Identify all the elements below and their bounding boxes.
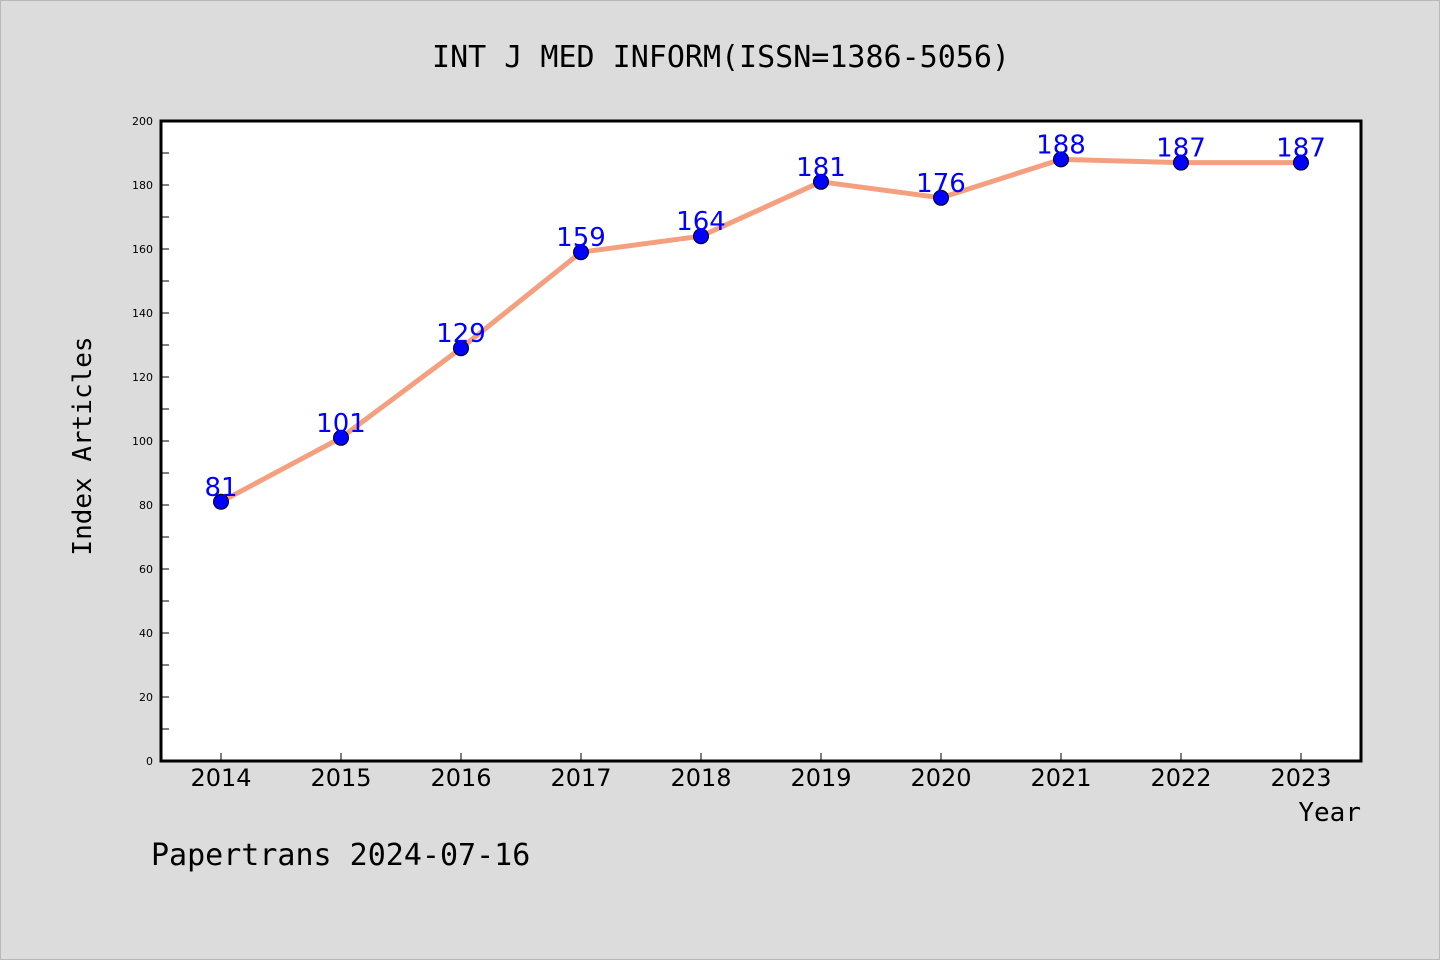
data-point-2017 [573, 244, 589, 261]
x-tick-label-2018: 2018 [670, 764, 731, 792]
y-tick-label-140: 140 [132, 307, 153, 320]
data-label-2014: 81 [204, 473, 237, 503]
y-tick-label-160: 160 [132, 243, 153, 256]
y-axis-label: Index Articles [68, 336, 98, 555]
x-tick-label-2020: 2020 [910, 764, 971, 792]
data-point-2018 [693, 228, 709, 245]
x-tick-label-2016: 2016 [430, 764, 491, 792]
x-tick-label-2023: 2023 [1270, 764, 1331, 792]
data-point-2014 [213, 493, 229, 510]
x-tick-label-2021: 2021 [1030, 764, 1091, 792]
series-layer: 81 101 129 159 164 181 176 188 187 187 [204, 130, 1326, 510]
data-point-2021 [1053, 151, 1069, 168]
y-axis: 0 20 40 60 80 100 120 140 160 180 200 [132, 115, 169, 768]
y-tick-label-100: 100 [132, 435, 153, 448]
y-tick-label-20: 20 [139, 691, 153, 704]
chart-title: INT J MED INFORM(ISSN=1386-5056) [432, 40, 1010, 75]
data-label-2018: 164 [676, 207, 726, 237]
watermark-text: Papertrans 2024-07-16 [151, 838, 530, 873]
x-axis: 2014 2015 2016 2017 2018 2019 2020 2021 2022 2023 [190, 753, 1332, 792]
data-label-2015: 101 [316, 409, 366, 439]
data-point-2016 [453, 340, 469, 357]
data-label-2017: 159 [556, 223, 606, 253]
data-label-2020: 176 [916, 169, 966, 199]
y-tick-label-40: 40 [139, 627, 153, 640]
data-point-2022 [1173, 154, 1189, 171]
x-tick-label-2015: 2015 [310, 764, 371, 792]
data-point-2015 [333, 429, 349, 446]
y-tick-label-80: 80 [139, 499, 153, 512]
data-label-2023: 187 [1276, 134, 1326, 164]
y-tick-label-60: 60 [139, 563, 153, 576]
data-label-2021: 188 [1036, 130, 1086, 160]
y-tick-label-180: 180 [132, 179, 153, 192]
data-label-2019: 181 [796, 153, 846, 183]
data-point-2019 [813, 173, 829, 190]
data-point-2020 [933, 189, 949, 206]
x-tick-label-2022: 2022 [1150, 764, 1211, 792]
y-tick-label-200: 200 [132, 115, 153, 128]
data-point-2023 [1293, 154, 1309, 171]
x-tick-label-2017: 2017 [550, 764, 611, 792]
x-tick-label-2014: 2014 [190, 764, 251, 792]
x-tick-label-2019: 2019 [790, 764, 851, 792]
x-axis-label: Year [1298, 798, 1361, 828]
data-label-2022: 187 [1156, 134, 1206, 164]
y-tick-label-0: 0 [146, 755, 153, 768]
y-tick-label-120: 120 [132, 371, 153, 384]
plot-area [159, 119, 1363, 763]
series-line [218, 156, 1304, 505]
data-label-2016: 129 [436, 319, 486, 349]
